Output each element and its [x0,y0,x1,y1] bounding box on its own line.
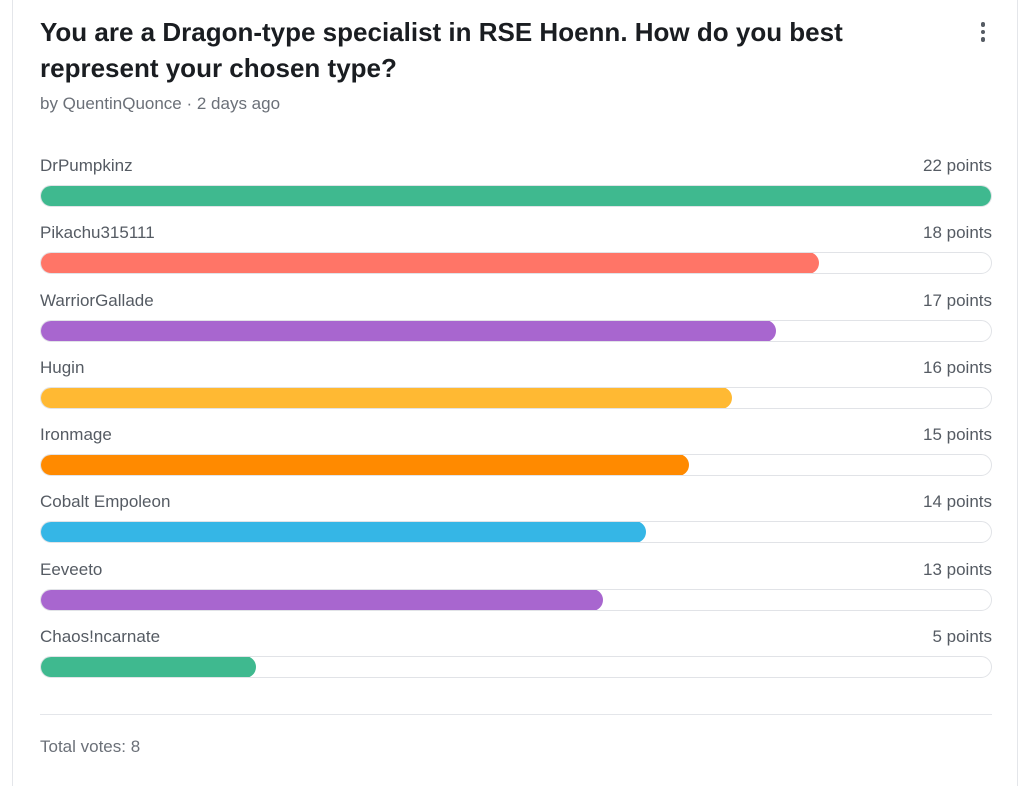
option-bar-fill [41,186,991,206]
poll-option: Ironmage 15 points [40,424,992,491]
option-bar-fill [41,387,732,408]
menu-dot [980,37,986,42]
option-points: 22 points [923,156,992,175]
kebab-menu-icon[interactable] [971,18,995,46]
option-bar-track [40,319,992,342]
option-bar-track [40,588,992,611]
option-points: 15 points [923,425,992,445]
option-points: 14 points [923,492,992,512]
option-label: WarriorGallade [40,290,154,310]
poll-meta: by QuentinQuonce · 2 days ago [40,94,281,113]
option-label: Ironmage [40,425,112,445]
poll-option: Hugin 16 points [40,357,992,424]
poll-option: Pikachu315111 18 points [40,222,992,289]
option-label: Cobalt Empoleon [40,492,171,512]
option-bar-track [40,386,992,409]
poll-title: You are a Dragon-type specialist in RSE … [40,17,843,83]
poll-option: Chaos!ncarnate 5 points [40,626,992,693]
option-bar-fill [41,522,646,543]
option-label: Chaos!ncarnate [40,627,161,647]
option-points: 13 points [923,559,992,579]
option-label: Hugin [40,357,85,377]
option-points: 16 points [923,357,992,377]
option-label: Eeveeto [40,559,103,579]
poll-option: DrPumpkinz 22 points [40,155,992,222]
poll-option: Eeveeto 13 points [40,559,992,626]
menu-dot [980,29,986,35]
poll-card: You are a Dragon-type specialist in RSE … [12,0,1018,786]
option-label: Pikachu315111 [40,223,155,243]
option-bar-track [40,252,992,275]
poll-option: Cobalt Empoleon 14 points [40,491,992,558]
option-points: 17 points [923,290,992,310]
option-bar-fill [41,320,776,341]
option-label: DrPumpkinz [40,156,133,175]
option-bar-track [40,656,992,679]
option-points: 5 points [932,627,992,647]
menu-dot [980,22,986,27]
divider [40,714,992,715]
option-bar-fill [41,253,819,274]
option-points: 18 points [923,223,992,243]
option-bar-track [40,521,992,544]
poll-options: DrPumpkinz 22 points Pikachu315111 18 point… [40,155,992,693]
option-bar-fill [41,455,689,476]
option-bar-track [40,185,992,207]
poll-option: WarriorGallade 17 points [40,290,992,357]
option-bar-fill [41,657,256,678]
option-bar-fill [41,589,603,610]
option-bar-track [40,454,992,477]
total-votes: Total votes: 8 [40,737,141,756]
